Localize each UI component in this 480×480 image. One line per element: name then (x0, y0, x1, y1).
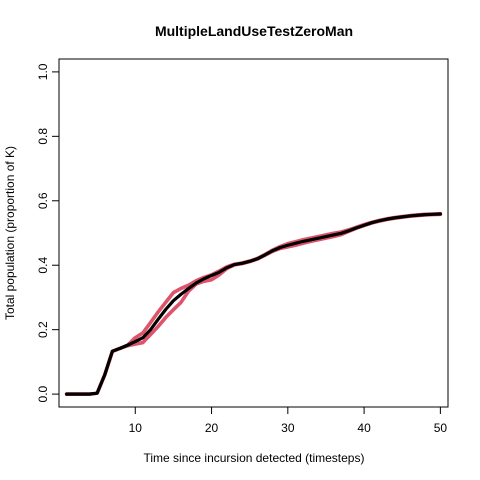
x-tick-label: 40 (357, 421, 371, 435)
y-tick-label: 0.0 (36, 385, 50, 402)
x-tick-label: 50 (434, 421, 448, 435)
plot-area-frame (58, 58, 449, 408)
y-tick-label: 1.0 (36, 63, 50, 80)
y-tick-label: 0.2 (36, 321, 50, 338)
x-axis-title: Time since incursion detected (timesteps… (144, 451, 365, 465)
y-tick-label: 0.8 (36, 128, 50, 145)
series-layer (64, 211, 443, 396)
y-axis: 0.0 0.2 0.4 0.6 0.8 1.0 (36, 63, 60, 402)
x-tick-label: 20 (205, 421, 219, 435)
y-tick-label: 0.6 (36, 192, 50, 209)
y-axis-title: Total population (proportion of K) (3, 146, 17, 320)
x-axis: 10 20 30 40 50 (129, 406, 448, 435)
x-tick-label: 10 (129, 421, 143, 435)
chart-title: MultipleLandUseTestZeroMan (155, 23, 353, 39)
y-tick-label: 0.4 (36, 257, 50, 274)
series-line-1 (64, 211, 443, 396)
series-line-0 (65, 212, 442, 396)
series-line-2 (64, 212, 443, 396)
x-tick-label: 30 (281, 421, 295, 435)
